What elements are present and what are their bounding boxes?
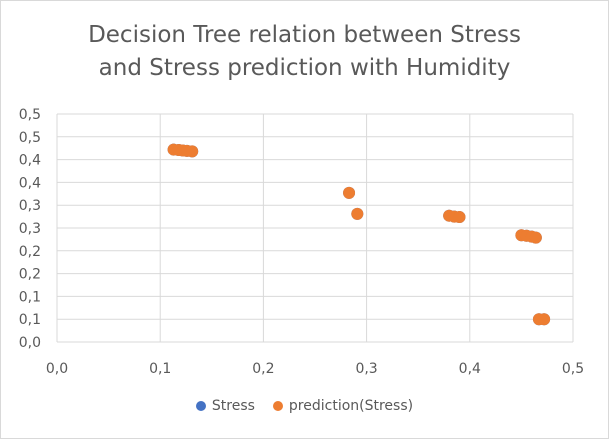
legend-label-prediction: prediction(Stress) — [288, 398, 414, 414]
data-points — [167, 143, 551, 326]
data-point-prediction-9 — [453, 211, 466, 224]
y-tick-label-1: 0,1 — [19, 312, 41, 328]
legend: Stress prediction(Stress) — [1, 398, 608, 414]
y-tick-label-7: 0,4 — [19, 175, 41, 191]
y-tick-label-9: 0,5 — [19, 130, 41, 146]
data-point-prediction-6 — [351, 207, 364, 220]
data-point-prediction-15 — [538, 313, 551, 326]
data-point-prediction-4 — [186, 145, 199, 158]
y-tick-label-4: 0,2 — [19, 244, 41, 260]
y-tick-label-10: 0,5 — [19, 107, 41, 123]
x-tick-label-2: 0,2 — [252, 361, 274, 377]
legend-item-stress: Stress — [195, 398, 255, 414]
data-point-prediction-5 — [343, 186, 356, 199]
chart-title: Decision Tree relation between Stress an… — [1, 19, 608, 85]
y-axis-tick-labels: 0,0 0,1 0,1 0,2 0,2 0,3 0,3 0,4 0,4 0,5 0,5 — [19, 107, 41, 351]
y-tick-label-6: 0,3 — [19, 198, 41, 214]
y-tick-label-0: 0,0 — [19, 335, 41, 351]
legend-marker-stress — [195, 401, 206, 411]
legend-marker-prediction — [272, 401, 283, 411]
legend-item-prediction: prediction(Stress) — [272, 398, 414, 414]
y-tick-label-3: 0,2 — [19, 267, 41, 283]
x-axis-tick-labels: 0,0 0,1 0,2 0,3 0,4 0,5 — [46, 361, 584, 377]
gridlines — [56, 113, 574, 343]
chart-title-line-1: Decision Tree relation between Stress — [88, 22, 521, 48]
y-tick-label-2: 0,1 — [19, 289, 41, 305]
x-tick-label-3: 0,3 — [355, 361, 377, 377]
x-tick-label-1: 0,1 — [149, 361, 171, 377]
y-tick-label-8: 0,4 — [19, 153, 41, 169]
x-tick-label-4: 0,4 — [459, 361, 481, 377]
chart-title-line-2: and Stress prediction with Humidity — [98, 55, 511, 81]
legend-label-stress: Stress — [211, 398, 255, 414]
data-point-prediction-13 — [529, 231, 542, 244]
y-tick-label-5: 0,3 — [19, 221, 41, 237]
x-tick-label-0: 0,0 — [46, 361, 68, 377]
x-tick-label-5: 0,5 — [562, 361, 584, 377]
